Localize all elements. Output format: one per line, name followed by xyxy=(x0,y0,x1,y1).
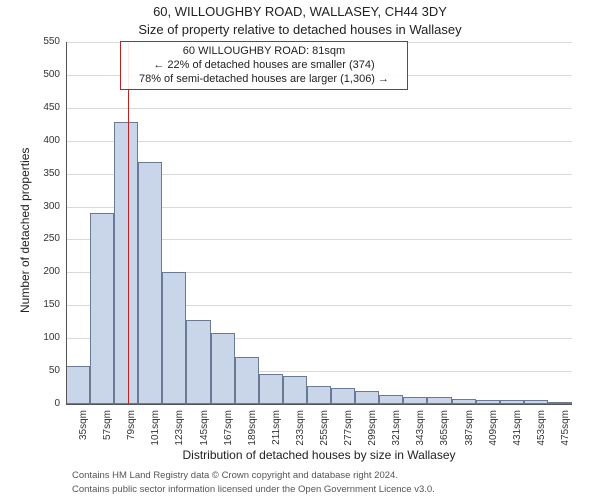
x-tick-label: 343sqm xyxy=(415,410,426,450)
histogram-bar xyxy=(186,320,210,404)
x-tick-label: 167sqm xyxy=(223,410,234,450)
x-tick-label: 101sqm xyxy=(150,410,161,450)
histogram-bar xyxy=(259,374,283,404)
x-tick-label: 453sqm xyxy=(536,410,547,450)
copyright-line-2: Contains public sector information licen… xyxy=(72,484,435,495)
grid-line xyxy=(66,141,572,142)
y-tick-label: 150 xyxy=(34,299,60,310)
x-tick-label: 365sqm xyxy=(439,410,450,450)
chart-title-sub: Size of property relative to detached ho… xyxy=(0,22,600,37)
x-tick-label: 255sqm xyxy=(319,410,330,450)
annotation-line-3: 78% of semi-detached houses are larger (… xyxy=(129,73,399,87)
histogram-bar xyxy=(283,376,307,404)
x-tick-label: 145sqm xyxy=(199,410,210,450)
x-tick-label: 277sqm xyxy=(343,410,354,450)
x-tick-label: 475sqm xyxy=(560,410,571,450)
histogram-bar xyxy=(355,391,379,404)
x-tick-label: 123sqm xyxy=(174,410,185,450)
histogram-bar xyxy=(235,357,259,404)
x-tick-label: 299sqm xyxy=(367,410,378,450)
histogram-bar xyxy=(379,395,403,404)
x-tick-label: 57sqm xyxy=(102,410,113,450)
x-tick-label: 79sqm xyxy=(126,410,137,450)
y-tick-label: 0 xyxy=(34,398,60,409)
histogram-bar xyxy=(307,386,331,404)
copyright-line-1: Contains HM Land Registry data © Crown c… xyxy=(72,470,398,481)
histogram-bar xyxy=(403,397,427,404)
histogram-bar xyxy=(162,272,186,404)
annotation-line-2: ← 22% of detached houses are smaller (37… xyxy=(129,59,399,73)
annotation-box: 60 WILLOUGHBY ROAD: 81sqm ← 22% of detac… xyxy=(120,41,408,90)
x-tick-label: 233sqm xyxy=(295,410,306,450)
x-tick-label: 35sqm xyxy=(78,410,89,450)
y-tick-label: 350 xyxy=(34,168,60,179)
chart-plot-area xyxy=(66,42,572,404)
annotation-line-1: 60 WILLOUGHBY ROAD: 81sqm xyxy=(129,45,399,59)
y-tick-label: 200 xyxy=(34,266,60,277)
y-tick-label: 100 xyxy=(34,332,60,343)
histogram-bar xyxy=(331,388,355,404)
histogram-bar xyxy=(427,397,451,404)
y-tick-label: 400 xyxy=(34,135,60,146)
x-axis-line xyxy=(66,404,572,405)
y-tick-label: 250 xyxy=(34,233,60,244)
y-axis-label: Number of detached properties xyxy=(18,148,32,313)
y-tick-label: 50 xyxy=(34,365,60,376)
x-tick-label: 189sqm xyxy=(247,410,258,450)
x-tick-label: 211sqm xyxy=(271,410,282,450)
x-tick-label: 387sqm xyxy=(464,410,475,450)
y-axis-line xyxy=(66,42,67,404)
marker-line xyxy=(128,42,129,404)
histogram-bar xyxy=(90,213,114,404)
x-tick-label: 409sqm xyxy=(488,410,499,450)
histogram-bar xyxy=(114,122,138,404)
y-tick-label: 500 xyxy=(34,69,60,80)
x-tick-label: 321sqm xyxy=(391,410,402,450)
histogram-bar xyxy=(138,162,162,404)
histogram-bar xyxy=(66,366,90,404)
x-tick-label: 431sqm xyxy=(512,410,523,450)
y-tick-label: 300 xyxy=(34,201,60,212)
y-tick-label: 550 xyxy=(34,36,60,47)
grid-line xyxy=(66,108,572,109)
y-tick-label: 450 xyxy=(34,102,60,113)
histogram-bar xyxy=(211,333,235,404)
x-axis-label: Distribution of detached houses by size … xyxy=(66,448,572,462)
chart-title-main: 60, WILLOUGHBY ROAD, WALLASEY, CH44 3DY xyxy=(0,4,600,19)
